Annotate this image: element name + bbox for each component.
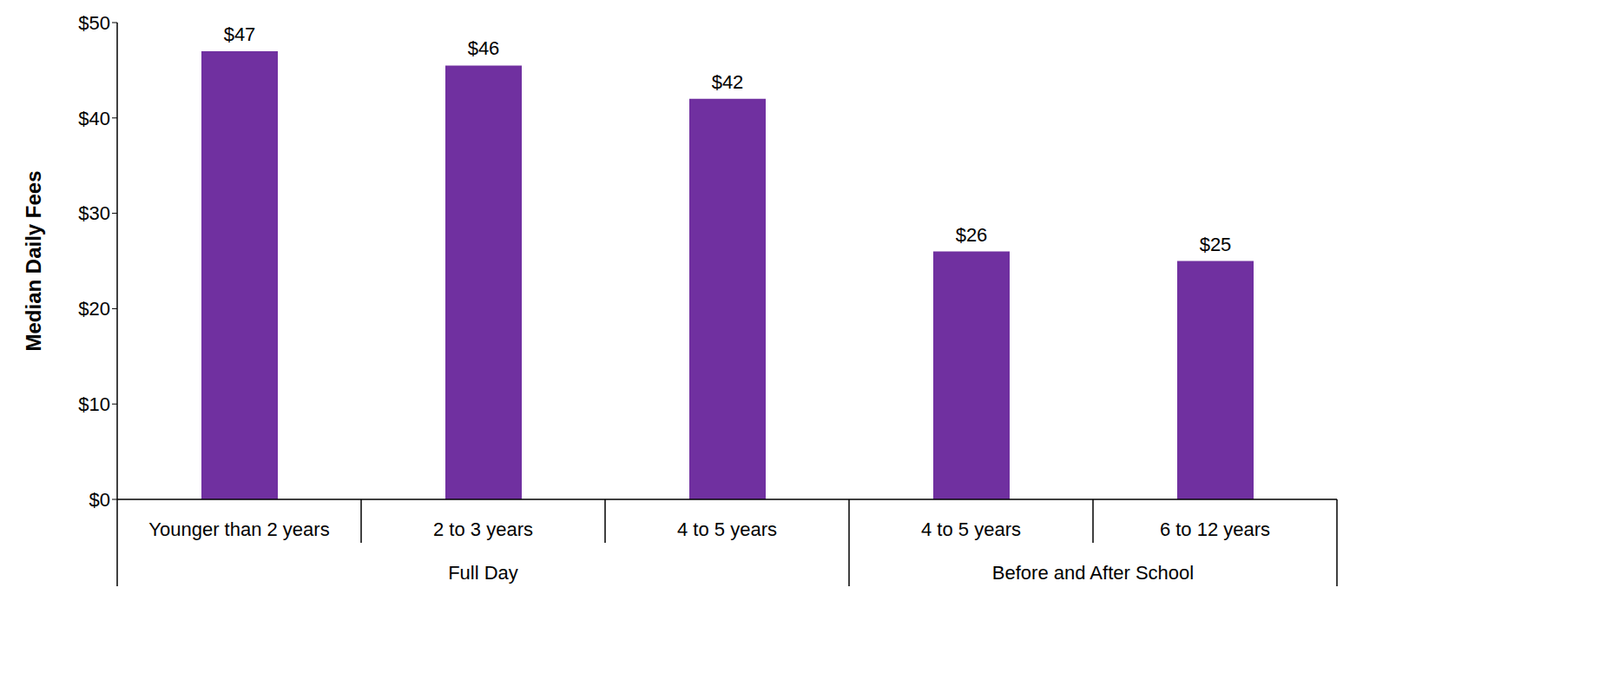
- svg-text:$46: $46: [467, 37, 501, 60]
- svg-text:$0: $0: [89, 488, 111, 511]
- svg-text:$25: $25: [1199, 233, 1232, 256]
- svg-text:2 to 3 years: 2 to 3 years: [433, 518, 534, 540]
- svg-text:$42: $42: [711, 71, 745, 93]
- svg-text:$47: $47: [223, 23, 257, 46]
- svg-text:4 to 5 years: 4 to 5 years: [677, 518, 777, 540]
- svg-text:Median Daily Fees: Median Daily Fees: [21, 170, 46, 351]
- svg-text:$10: $10: [78, 393, 111, 415]
- svg-text:$40: $40: [78, 107, 111, 130]
- svg-text:$20: $20: [78, 297, 111, 320]
- svg-text:$50: $50: [78, 12, 111, 34]
- svg-text:6 to 12 years: 6 to 12 years: [1159, 518, 1271, 540]
- svg-text:$30: $30: [78, 202, 111, 224]
- svg-text:Full Day: Full Day: [447, 561, 519, 584]
- svg-text:Before and After School: Before and After School: [992, 561, 1194, 584]
- svg-text:Younger than 2 years: Younger than 2 years: [148, 518, 330, 540]
- svg-text:4 to 5 years: 4 to 5 years: [921, 518, 1021, 540]
- svg-text:$26: $26: [955, 223, 988, 246]
